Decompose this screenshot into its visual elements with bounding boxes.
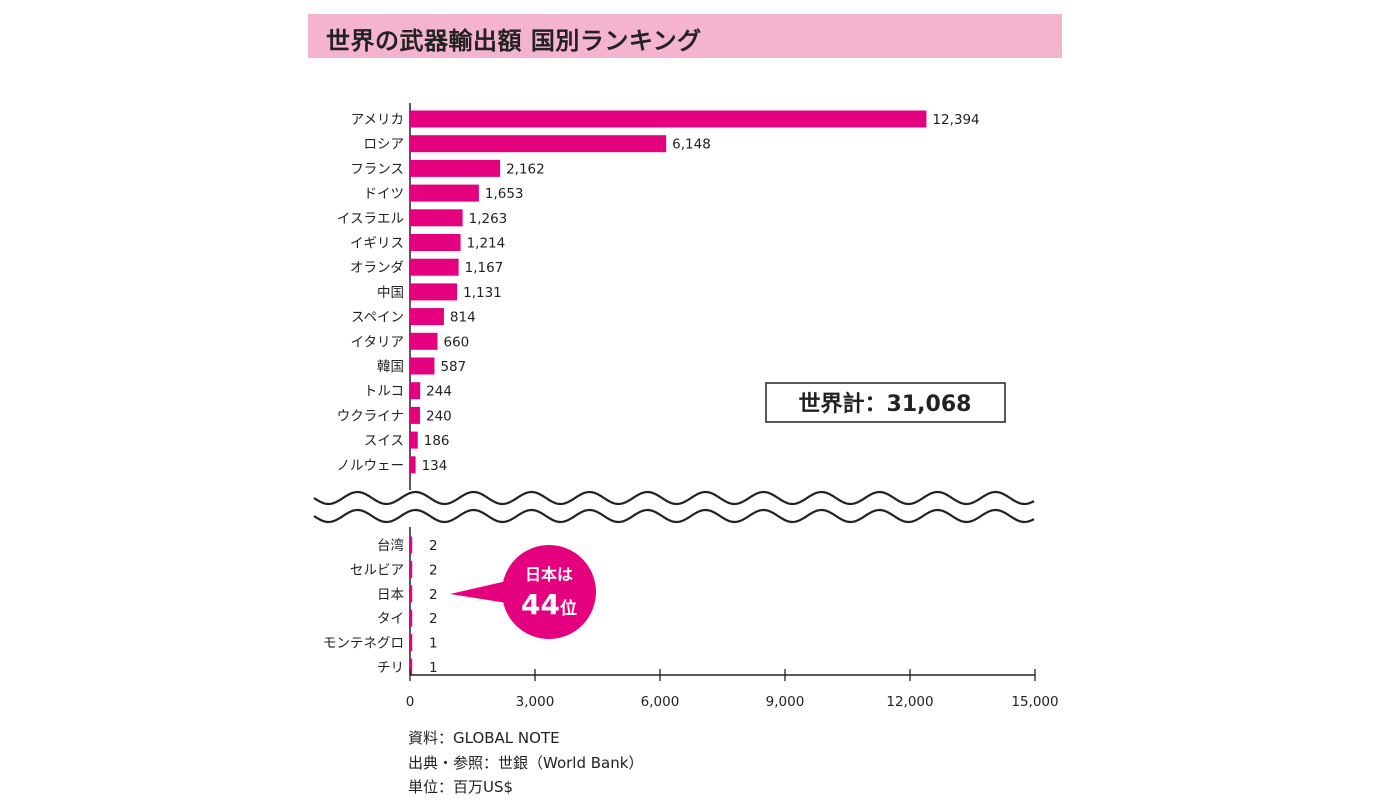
data-label: 2 — [429, 611, 438, 627]
data-label: 660 — [444, 334, 470, 350]
category-label: ウクライナ — [337, 408, 404, 424]
category-label: セルビア — [350, 562, 404, 578]
bar — [410, 536, 413, 554]
category-label: アメリカ — [351, 112, 404, 128]
x-tick-label: 12,000 — [886, 694, 933, 710]
axis-break-band — [314, 492, 1035, 522]
data-label: 1,214 — [467, 236, 506, 252]
source-line: 資料：GLOBAL NOTE — [408, 729, 560, 747]
data-label: 6,148 — [672, 137, 711, 153]
data-label: 1,263 — [469, 211, 508, 227]
bar — [410, 382, 421, 400]
data-label: 2 — [429, 562, 438, 578]
data-label: 134 — [422, 458, 448, 474]
category-label: イタリア — [351, 334, 404, 350]
x-tick-label: 15,000 — [1011, 694, 1058, 710]
callout-rank-suffix: 位 — [560, 598, 577, 619]
data-label: 240 — [426, 408, 452, 424]
world-total: 世界計：31,068 — [799, 391, 972, 417]
data-label: 2 — [429, 538, 438, 554]
bar — [410, 431, 418, 449]
data-label: 186 — [424, 433, 450, 449]
category-label: イスラエル — [337, 211, 404, 227]
bar — [410, 332, 438, 350]
bar — [410, 258, 459, 276]
category-label: 日本 — [377, 587, 404, 603]
category-label: オランダ — [350, 260, 404, 276]
category-label: ノルウェー — [337, 458, 405, 474]
category-label: 韓国 — [377, 359, 404, 375]
reference-line: 出典・参照：世銀（World Bank） — [408, 753, 644, 772]
source-notes: 資料：GLOBAL NOTE 出典・参照：世銀（World Bank） 単位：百… — [408, 726, 643, 800]
data-label: 244 — [426, 384, 452, 400]
page-title: 世界の武器輸出額 国別ランキング — [326, 27, 702, 55]
bar — [410, 159, 501, 177]
x-tick-label: 9,000 — [766, 694, 805, 710]
bar — [410, 456, 416, 474]
category-label: チリ — [377, 660, 404, 676]
bar — [410, 283, 458, 301]
title-bar: 世界の武器輸出額 国別ランキング — [308, 14, 1062, 58]
callout-line1: 日本は — [525, 565, 573, 584]
category-label: スイス — [364, 433, 404, 449]
bar — [410, 609, 413, 627]
category-label: スペイン — [351, 310, 404, 326]
data-label: 1,131 — [463, 285, 502, 301]
data-label: 814 — [450, 310, 476, 326]
callout-rank-number: 44 — [521, 588, 560, 621]
bar — [410, 406, 420, 424]
x-tick-label: 0 — [406, 694, 415, 710]
bar — [410, 560, 413, 578]
category-label: イギリス — [350, 236, 404, 252]
x-tick-label: 3,000 — [516, 694, 555, 710]
unit-line: 単位：百万US$ — [408, 778, 514, 796]
category-label: ロシア — [364, 137, 405, 153]
callout-rank: 44位 — [521, 588, 577, 621]
world-total-box — [765, 382, 1006, 423]
bar — [410, 209, 463, 227]
data-label: 12,394 — [932, 112, 979, 128]
category-label: 中国 — [377, 285, 404, 301]
data-label: 1,653 — [485, 186, 524, 202]
category-label: モンテネグロ — [323, 636, 404, 652]
data-label: 587 — [440, 359, 466, 375]
callout-badge — [502, 545, 596, 639]
x-tick-label: 6,000 — [641, 694, 680, 710]
bar — [410, 184, 479, 202]
category-label: ドイツ — [364, 186, 405, 202]
data-label: 2 — [429, 587, 438, 603]
bar — [410, 658, 413, 676]
bar — [410, 135, 667, 153]
bar — [410, 308, 444, 326]
data-label: 1,167 — [465, 260, 504, 276]
category-label: 台湾 — [377, 537, 404, 554]
bar — [410, 357, 435, 375]
bar — [410, 585, 413, 603]
data-label: 1 — [429, 660, 438, 676]
bar — [410, 234, 461, 251]
bar — [410, 634, 413, 652]
axis-break-line — [313, 508, 1035, 524]
bar — [410, 110, 927, 128]
data-label: 2,162 — [506, 161, 545, 177]
data-label: 1 — [429, 636, 438, 652]
category-label: フランス — [350, 161, 404, 177]
axis-break-line — [313, 490, 1035, 506]
category-label: トルコ — [364, 384, 404, 400]
category-label: タイ — [377, 611, 404, 627]
